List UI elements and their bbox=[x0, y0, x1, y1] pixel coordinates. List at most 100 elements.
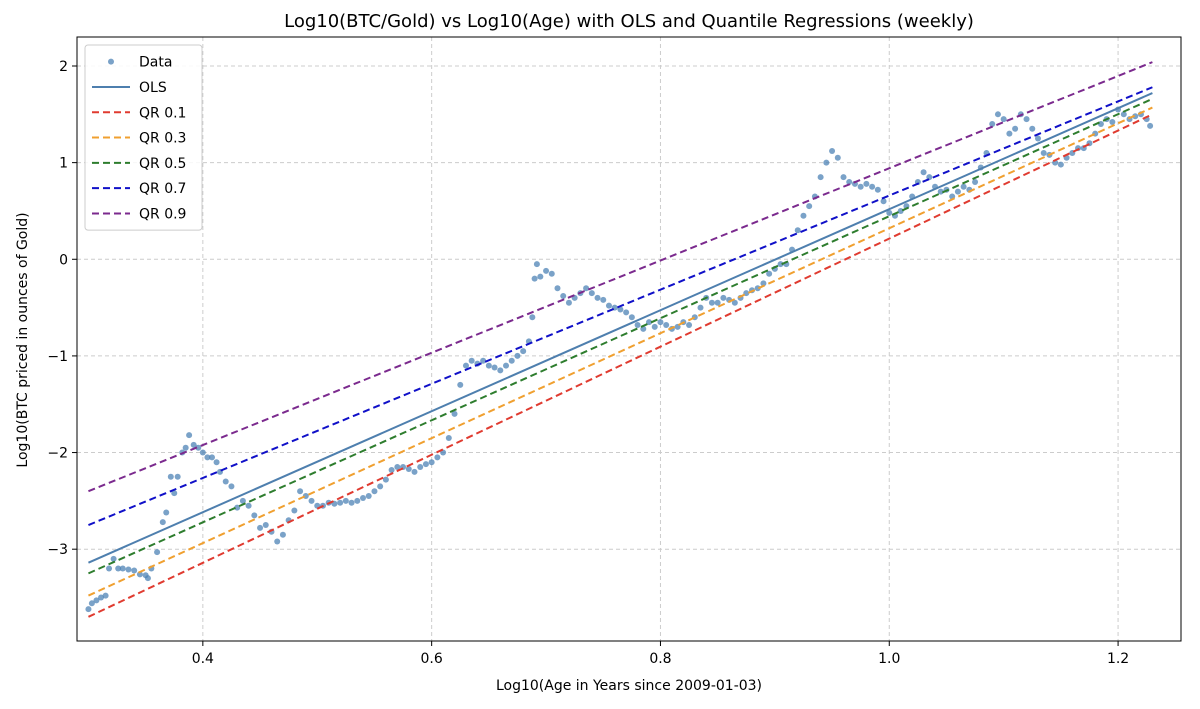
data-point bbox=[186, 432, 193, 439]
data-point bbox=[657, 319, 664, 326]
data-point bbox=[628, 314, 635, 321]
data-point bbox=[714, 299, 721, 306]
data-point bbox=[291, 507, 298, 514]
data-point bbox=[195, 444, 202, 451]
data-point bbox=[388, 466, 395, 473]
data-point bbox=[85, 606, 92, 613]
y-axis-label: Log10(BTC priced in ounces of Gold) bbox=[15, 212, 31, 467]
data-point bbox=[1000, 116, 1007, 123]
data-point bbox=[365, 493, 372, 500]
data-point bbox=[617, 306, 624, 313]
y-tick-label: −1 bbox=[47, 349, 68, 365]
y-tick-label: 1 bbox=[59, 156, 68, 172]
regression-line-qr-0-1 bbox=[88, 113, 1153, 618]
legend-label-qr-0-5: QR 0.5 bbox=[139, 156, 186, 172]
data-point bbox=[800, 212, 807, 219]
data-point bbox=[565, 299, 572, 306]
data-point bbox=[583, 285, 590, 292]
data-point bbox=[110, 555, 117, 562]
data-point bbox=[119, 565, 126, 572]
y-tick-label: −3 bbox=[47, 542, 68, 558]
data-point bbox=[634, 321, 641, 328]
data-point bbox=[743, 290, 750, 297]
data-point bbox=[834, 154, 841, 161]
data-point bbox=[491, 364, 498, 371]
data-point bbox=[777, 261, 784, 268]
data-point bbox=[174, 473, 181, 480]
data-point bbox=[115, 565, 122, 572]
legend-label-qr-0-9: QR 0.9 bbox=[139, 206, 186, 222]
data-point bbox=[543, 267, 550, 274]
data-point bbox=[222, 478, 229, 485]
data-point bbox=[228, 483, 235, 490]
data-scatter bbox=[85, 106, 1154, 613]
data-point bbox=[840, 174, 847, 181]
data-point bbox=[554, 285, 561, 292]
regression-line-qr-0-9 bbox=[88, 61, 1153, 493]
data-point bbox=[529, 314, 536, 321]
data-point bbox=[754, 285, 761, 292]
x-tick-label: 0.4 bbox=[192, 651, 214, 667]
data-point bbox=[88, 600, 95, 607]
data-point bbox=[560, 292, 567, 299]
data-point bbox=[451, 410, 458, 417]
data-point bbox=[760, 280, 767, 287]
data-point bbox=[102, 592, 109, 599]
legend-label-qr-0-1: QR 0.1 bbox=[139, 105, 186, 121]
data-point bbox=[279, 531, 286, 538]
data-point bbox=[159, 519, 166, 526]
data-point bbox=[445, 435, 452, 442]
chart-title: Log10(BTC/Gold) vs Log10(Age) with OLS a… bbox=[284, 11, 974, 32]
y-tick-label: 0 bbox=[59, 252, 68, 268]
data-point bbox=[257, 524, 264, 531]
data-point bbox=[514, 352, 521, 359]
regression-line-ols bbox=[88, 92, 1153, 564]
data-point bbox=[131, 567, 138, 574]
data-point bbox=[548, 270, 555, 277]
data-point bbox=[136, 571, 143, 578]
data-point bbox=[204, 454, 211, 461]
data-point bbox=[651, 323, 658, 330]
data-point bbox=[422, 461, 429, 468]
data-point bbox=[960, 183, 967, 190]
data-point bbox=[163, 509, 170, 516]
data-point bbox=[308, 497, 315, 504]
data-point bbox=[245, 502, 252, 509]
data-point bbox=[531, 275, 538, 282]
y-tick-label: −2 bbox=[47, 446, 68, 462]
data-point bbox=[766, 270, 773, 277]
data-point bbox=[1040, 149, 1047, 156]
data-point bbox=[823, 159, 830, 166]
data-point bbox=[417, 464, 424, 471]
data-point bbox=[468, 357, 475, 364]
data-point bbox=[686, 321, 693, 328]
data-point bbox=[274, 538, 281, 545]
data-point bbox=[697, 304, 704, 311]
data-point bbox=[377, 483, 384, 490]
x-axis-label: Log10(Age in Years since 2009-01-03) bbox=[496, 678, 762, 694]
data-point bbox=[994, 111, 1001, 118]
data-point bbox=[167, 473, 174, 480]
data-point bbox=[880, 198, 887, 205]
regression-line-qr-0-5 bbox=[88, 97, 1153, 575]
data-point bbox=[605, 302, 612, 309]
data-point bbox=[623, 309, 630, 316]
data-point bbox=[371, 488, 378, 495]
data-point bbox=[190, 441, 197, 448]
legend-label-qr-0-3: QR 0.3 bbox=[139, 131, 186, 147]
regression-lines bbox=[88, 61, 1153, 618]
data-point bbox=[989, 120, 996, 127]
data-point bbox=[144, 575, 151, 582]
data-point bbox=[731, 299, 738, 306]
data-point bbox=[937, 188, 944, 195]
plot-area-frame bbox=[76, 36, 1182, 642]
data-point bbox=[462, 362, 469, 369]
data-point bbox=[646, 319, 653, 326]
data-point bbox=[348, 499, 355, 506]
data-point bbox=[457, 381, 464, 388]
data-point bbox=[480, 357, 487, 364]
data-point bbox=[1006, 130, 1013, 137]
data-point bbox=[1057, 161, 1064, 168]
data-point bbox=[508, 357, 515, 364]
